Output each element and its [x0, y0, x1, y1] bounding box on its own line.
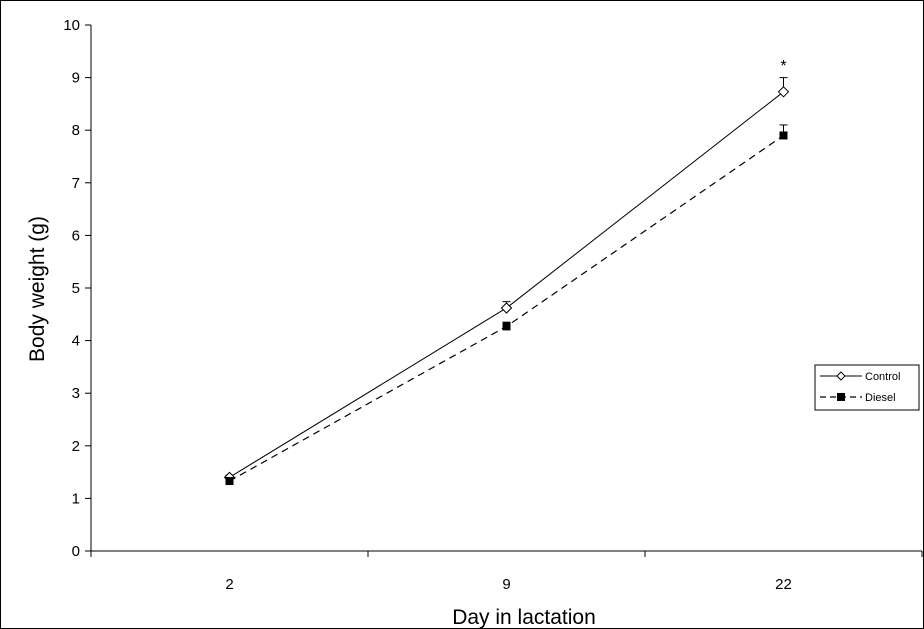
data-point [225, 477, 234, 486]
significance-marker: * [780, 58, 786, 75]
data-point [500, 302, 513, 314]
x-axis-title: Day in lactation [452, 606, 596, 629]
annotation-layer: * [780, 58, 786, 75]
legend-label-control: Control [865, 371, 900, 383]
series-line-control [229, 91, 784, 478]
y-tick-label: 5 [72, 280, 80, 297]
legend-diesel-marker [837, 393, 845, 401]
series-control [223, 77, 790, 484]
x-tick-label: 22 [775, 576, 792, 593]
legend: Control Diesel [814, 364, 920, 411]
legend-box [814, 364, 920, 411]
y-tick-label: 6 [72, 227, 80, 244]
legend-item-diesel: Diesel [820, 392, 896, 404]
x-tick-label: 9 [502, 576, 510, 593]
x-axis: 2 9 22 [90, 550, 923, 593]
y-tick-label: 3 [72, 385, 80, 402]
series-diesel [225, 124, 788, 486]
y-tick-label: 8 [72, 122, 80, 139]
legend-label-diesel: Diesel [865, 392, 896, 404]
legend-item-control: Control [820, 371, 900, 383]
legend-control-marker [836, 371, 846, 381]
series-layer [223, 77, 790, 486]
y-tick-label: 4 [72, 333, 80, 350]
x-tick-label: 2 [225, 576, 233, 593]
y-tick-label: 9 [72, 70, 80, 87]
data-point [777, 86, 790, 98]
y-axis: 0 1 2 3 4 5 6 7 8 9 10 [63, 17, 92, 560]
y-tick-label: 0 [72, 543, 80, 560]
y-tick-label: 2 [72, 438, 80, 455]
y-tick-label: 1 [72, 490, 80, 507]
data-point [502, 322, 511, 331]
y-axis-title: Body weight (g) [26, 216, 49, 362]
y-tick-label: 10 [63, 17, 80, 34]
y-tick-label: 7 [72, 175, 80, 192]
data-point [779, 131, 788, 140]
